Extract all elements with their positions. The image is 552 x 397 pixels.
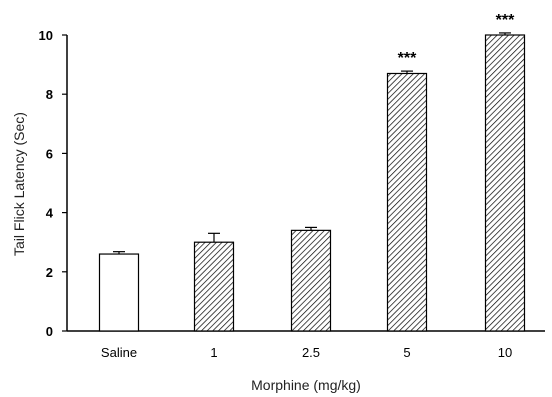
x-axis-title: Morphine (mg/kg) — [251, 377, 361, 393]
y-tick-label: 4 — [46, 206, 54, 221]
bar — [386, 72, 428, 332]
y-axis-title: Tail Flick Latency (Sec) — [11, 112, 27, 256]
bar — [290, 229, 332, 332]
bar — [484, 34, 526, 332]
y-tick-label: 8 — [46, 87, 53, 102]
x-tick-label: 2.5 — [302, 345, 320, 360]
x-tick-label: 5 — [403, 345, 410, 360]
x-tick-label: 10 — [498, 345, 512, 360]
bar — [193, 241, 235, 332]
x-tick-label: Saline — [101, 345, 137, 360]
bar — [98, 253, 140, 332]
y-tick-label: 10 — [39, 28, 53, 43]
significance-marker: *** — [398, 50, 417, 67]
y-tick-label: 2 — [46, 265, 53, 280]
x-tick-label: 1 — [210, 345, 217, 360]
plot-area: 0 2 4 6 8 10 Saline 1 2.5 *** 5 *** 10 — [39, 12, 545, 360]
y-tick-label: 6 — [46, 146, 53, 161]
significance-marker: *** — [496, 12, 515, 29]
y-tick-label: 0 — [46, 324, 53, 339]
